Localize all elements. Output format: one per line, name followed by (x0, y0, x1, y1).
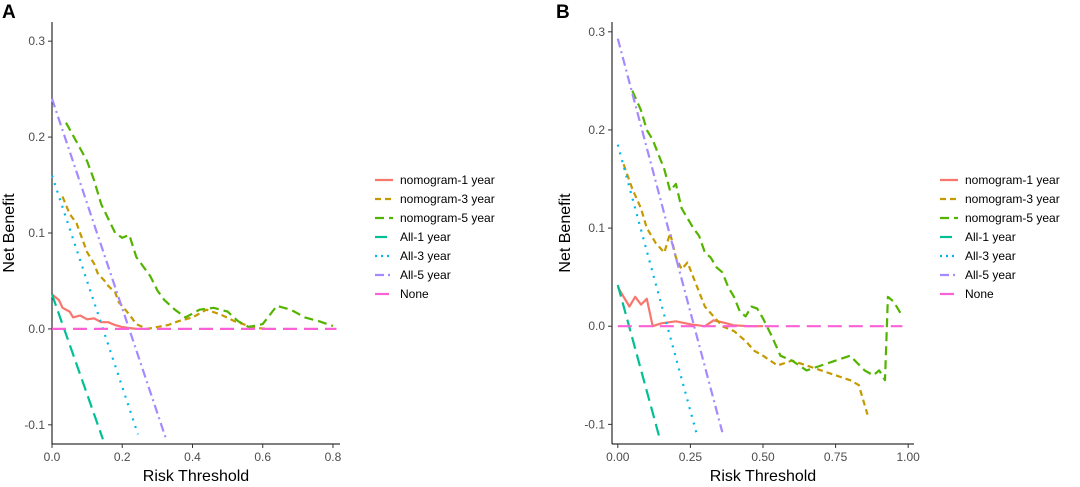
chart-panel-a: A -0.1 0.0 0.1 0.2 0.3 0.0 0.2 0.4 0.6 0.8 Risk Thr… (1, 2, 495, 485)
series-line-nomogram-1-year (616, 286, 763, 328)
x-tick-label: 0.2 (114, 450, 131, 464)
legend-label: All-1 year (400, 230, 451, 244)
legend-label: All-5 year (965, 268, 1016, 282)
x-tick-label: 0.6 (254, 450, 271, 464)
chart-panel-b: B -0.1 0.0 0.1 0.2 0.3 0.00 0.25 0.50 0.75 1.00 Ris… (556, 2, 1060, 485)
x-axis-label: Risk Threshold (143, 468, 249, 485)
series-line-all-5-year (616, 38, 724, 433)
legend-label: nomogram-3 year (400, 192, 495, 206)
series-line-all-5-year (50, 98, 168, 440)
series-line-nomogram-1-year (51, 293, 137, 330)
legend-label: nomogram-1 year (965, 173, 1060, 187)
y-tick-label: 0.1 (588, 221, 605, 235)
legend: nomogram-1 year nomogram-3 year nomogram-5… (940, 173, 1060, 301)
panel-label: B (556, 2, 570, 23)
legend-label: All-3 year (400, 249, 451, 263)
y-tick-label: 0.2 (28, 130, 45, 144)
x-tick-label: 0.75 (824, 450, 848, 464)
legend-label: nomogram-1 year (400, 173, 495, 187)
legend-label: nomogram-5 year (965, 211, 1060, 225)
series-line-all-3-year (616, 144, 698, 433)
x-tick-label: 0.0 (44, 450, 61, 464)
x-tick-label: 0.8 (325, 450, 342, 464)
series-line-all-3-year (50, 175, 140, 435)
y-tick-label: 0.3 (28, 34, 45, 48)
y-tick-label: 0.0 (588, 319, 605, 333)
legend-label: All-5 year (400, 268, 451, 282)
legend-label: All-3 year (965, 249, 1016, 263)
x-tick-label: 0.4 (184, 450, 201, 464)
legend-label: None (400, 287, 429, 301)
x-tick-label: 0.00 (606, 450, 630, 464)
y-axis-label: Net Benefit (1, 193, 18, 273)
y-tick-label: 0.0 (28, 322, 45, 336)
x-tick-label: 0.25 (679, 450, 703, 464)
legend-label: All-1 year (965, 230, 1016, 244)
legend-label: None (965, 287, 994, 301)
y-axis-label: Net Benefit (557, 193, 574, 273)
legend-label: nomogram-5 year (400, 211, 495, 225)
series-line-nomogram-3-year (622, 163, 869, 415)
x-tick-label: 1.00 (897, 450, 921, 464)
y-tick-label: -0.1 (24, 418, 45, 432)
x-tick-label: 0.50 (751, 450, 775, 464)
legend-label: nomogram-3 year (965, 192, 1060, 206)
y-tick-label: 0.1 (28, 226, 45, 240)
y-tick-label: -0.1 (584, 417, 605, 431)
series-line-all-1-year (616, 284, 661, 440)
series-line-nomogram-5-year (65, 122, 334, 329)
series-line-all-1-year (50, 294, 104, 440)
y-tick-label: 0.2 (588, 123, 605, 137)
y-tick-label: 0.3 (588, 25, 605, 39)
x-axis-label: Risk Threshold (710, 468, 816, 485)
series-line-nomogram-5-year (631, 90, 904, 382)
panel-label: A (2, 2, 16, 23)
series-line-nomogram-3-year (61, 196, 270, 330)
legend: nomogram-1 year nomogram-3 year nomogram-5… (375, 173, 495, 301)
